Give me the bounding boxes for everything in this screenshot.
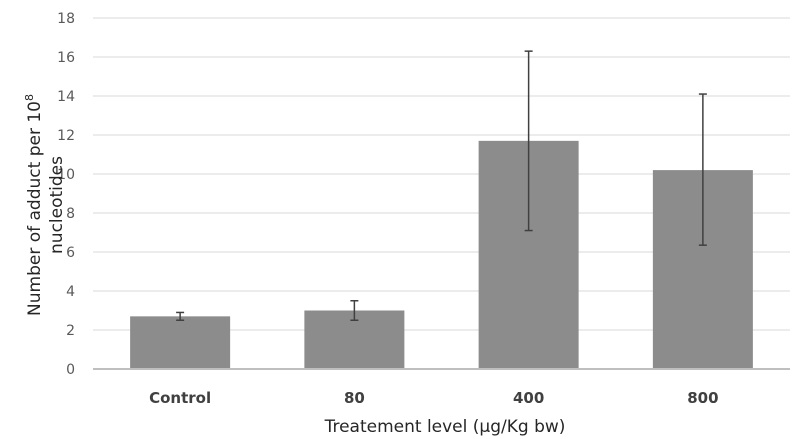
y-tick-label: 12	[57, 128, 75, 144]
y-tick-label: 4	[66, 284, 75, 300]
y-axis-title-line1: Number of adduct per 108	[23, 94, 45, 316]
x-tick-label: 800	[687, 389, 718, 407]
x-tick-label: 400	[513, 389, 544, 407]
y-tick-label: 0	[66, 362, 75, 378]
y-tick-label: 18	[57, 11, 75, 27]
bars	[130, 140, 753, 369]
y-axis-title-superscript: 8	[23, 94, 36, 101]
y-axis-title: Number of adduct per 108 nucleotides	[23, 94, 67, 316]
error-bar	[524, 50, 533, 232]
y-tick-label: 8	[66, 206, 75, 222]
gridlines	[93, 17, 790, 331]
x-tick-label: 80	[344, 389, 365, 407]
y-tick-labels: 0 2 4 6 8 10 12 14 16 18	[57, 11, 75, 378]
y-tick-label: 10	[57, 167, 75, 183]
bar	[130, 316, 231, 369]
error-bar	[350, 300, 359, 321]
error-bar	[176, 311, 185, 321]
y-tick-label: 14	[57, 89, 75, 105]
y-tick-label: 2	[66, 323, 75, 339]
x-tick-labels: Control 80 400 800	[149, 389, 718, 407]
y-axis-title-line2: nucleotides	[47, 156, 67, 254]
y-axis-title-main: Number of adduct per 10	[25, 101, 45, 316]
error-bars	[176, 50, 707, 321]
y-tick-label: 6	[66, 245, 75, 261]
y-tick-label: 16	[57, 50, 75, 66]
x-axis-title: Treatement level (µg/Kg bw)	[324, 417, 566, 437]
error-bar	[698, 93, 707, 246]
x-tick-label: Control	[149, 389, 211, 407]
